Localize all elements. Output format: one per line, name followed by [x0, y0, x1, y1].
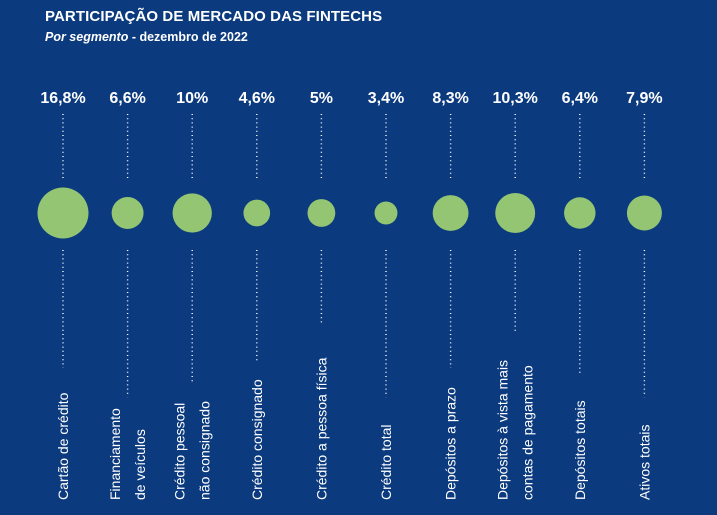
value-label: 8,3% — [432, 90, 468, 107]
category-label: Depósitos a prazo — [443, 387, 459, 500]
category-label-line: Cartão de crédito — [55, 392, 71, 500]
category-label-line: contas de pagamento — [520, 365, 536, 500]
category-label: Ativos totais — [636, 425, 652, 500]
bubble — [37, 187, 89, 239]
chart-subtitle: Por segmento - dezembro de 2022 — [45, 30, 248, 44]
value-label: 6,6% — [109, 90, 145, 107]
category-label-line: Crédito pessoal — [172, 403, 188, 500]
value-label: 7,9% — [626, 90, 662, 107]
category-label-line: Financiamento — [107, 408, 123, 500]
value-label: 3,4% — [368, 90, 404, 107]
bubble — [495, 193, 536, 233]
category-label-line: Depósitos totais — [572, 400, 588, 500]
subtitle-segment: Por segmento — [45, 30, 129, 44]
value-label: 6,4% — [562, 90, 598, 107]
bubble — [374, 201, 398, 225]
category-label: Crédito total — [378, 425, 394, 500]
category-label: Crédito consignado — [249, 379, 265, 500]
value-label: 16,8% — [40, 90, 85, 107]
bubble — [243, 199, 271, 227]
category-label-line: Depósitos a prazo — [443, 387, 459, 500]
chart-title: PARTICIPAÇÃO DE MERCADO DAS FINTECHS — [45, 8, 383, 25]
subtitle-date: - dezembro de 2022 — [128, 30, 248, 44]
category-label-line: Depósitos à vista mais — [495, 360, 511, 500]
category-label: Financiamento de veículos — [107, 408, 148, 500]
category-label-line: Crédito consignado — [249, 379, 265, 500]
category-label: Crédito a pessoa física — [313, 357, 329, 500]
category-label: Cartão de crédito — [55, 392, 71, 500]
bubble — [564, 197, 596, 229]
bubble — [307, 199, 336, 227]
bubble — [432, 195, 469, 231]
category-label-line: não consignado — [197, 401, 213, 500]
category-label-line: Crédito total — [378, 425, 394, 500]
bubble — [111, 197, 144, 229]
category-label: Depósitos totais — [572, 400, 588, 500]
value-label: 10,3% — [493, 90, 538, 107]
category-label-line: Ativos totais — [636, 425, 652, 500]
category-label-line: Crédito a pessoa física — [313, 357, 329, 500]
value-label: 5% — [310, 90, 333, 107]
value-label: 4,6% — [239, 90, 275, 107]
category-label: Depósitos à vista mais contas de pagament… — [495, 360, 536, 500]
category-label-line: de veículos — [132, 429, 148, 500]
value-label: 10% — [176, 90, 208, 107]
category-label: Crédito pessoal não consignado — [172, 401, 213, 500]
bubble — [172, 193, 212, 233]
bubble — [626, 195, 662, 231]
